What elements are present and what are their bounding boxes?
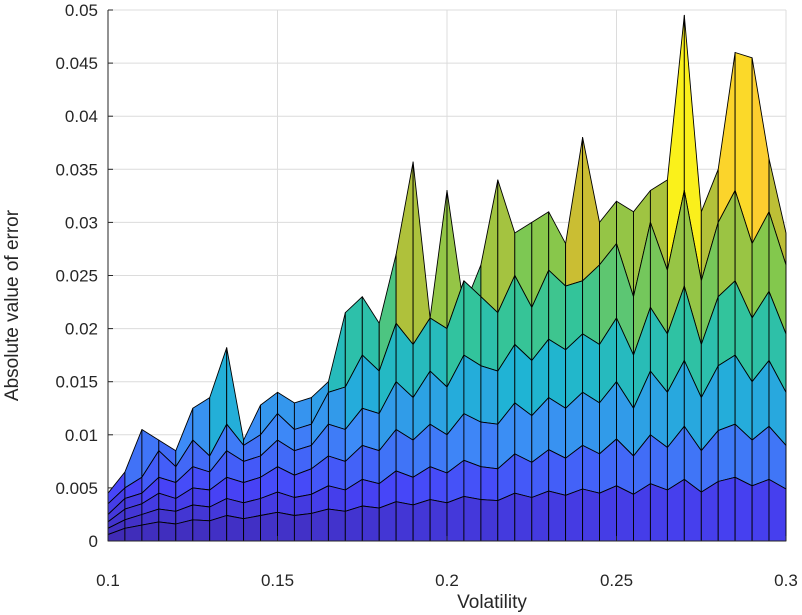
x-axis-title: Volatility (457, 592, 527, 613)
surface-facet (378, 501, 397, 542)
surface-facet (293, 512, 312, 542)
surface-facet (514, 492, 533, 542)
x-tick-label: 0.2 (435, 571, 459, 590)
surface-facet (582, 488, 600, 542)
surface-facet (243, 515, 261, 542)
surface-facet (497, 492, 516, 542)
y-tick-label: 0.04 (65, 107, 98, 126)
surface-facet (192, 519, 211, 542)
surface-facet (616, 485, 634, 542)
y-tick-label: 0 (89, 532, 98, 551)
surface-facet (582, 136, 600, 282)
surface-facet (480, 421, 499, 470)
surface-facet (429, 466, 448, 504)
surface-facet (582, 391, 600, 455)
x-tick-label: 0.15 (261, 571, 294, 590)
surface-facet (327, 423, 346, 462)
surface-facet (175, 519, 194, 542)
surface-facet (480, 499, 499, 542)
surface-facet (548, 449, 567, 496)
y-tick-label: 0.02 (65, 320, 98, 339)
surface-facet (734, 476, 753, 542)
surface-facet (463, 495, 482, 542)
surface-facet (480, 365, 499, 425)
surface-facet (582, 333, 600, 404)
surface-facet (327, 508, 346, 542)
surface-plot (107, 14, 787, 542)
surface-facet (361, 407, 380, 452)
surface-facet (412, 161, 431, 345)
y-tick-label: 0.025 (55, 267, 98, 286)
surface-facet (361, 478, 380, 509)
surface-facet (412, 499, 431, 542)
surface-facet (327, 455, 346, 491)
surface-facet (429, 499, 448, 542)
surface-facet (192, 487, 211, 508)
x-tick-label: 0.3 (774, 571, 798, 590)
y-tick-label: 0.03 (65, 213, 98, 232)
surface-facet (565, 136, 584, 287)
surface-facet (327, 312, 346, 393)
x-tick-label: 0.1 (96, 571, 120, 590)
surface-facet (395, 161, 414, 345)
surface-facet (463, 413, 482, 468)
surface-facet (446, 495, 465, 542)
surface-facet (700, 481, 719, 542)
y-tick-labels: 0 0.005 0.01 0.015 0.02 0.025 0.03 0.035 0.04 0.0… (55, 1, 113, 551)
surface-facet (565, 488, 584, 542)
surface-facet (277, 511, 295, 542)
surface-facet (310, 508, 329, 542)
surface-facet (429, 190, 448, 330)
surface-facet (124, 524, 143, 542)
surface-facet (599, 485, 617, 542)
surface-facet (548, 490, 567, 542)
y-tick-label: 0.05 (65, 1, 98, 20)
y-tick-label: 0.01 (65, 426, 98, 445)
surface-facet (226, 515, 245, 542)
surface-facet (344, 505, 363, 542)
surface-facet (717, 423, 736, 482)
surface-facet (463, 354, 482, 423)
y-tick-label: 0.045 (55, 54, 98, 73)
surface-facet (361, 505, 380, 542)
y-tick-label: 0.035 (55, 160, 98, 179)
surface-facet (327, 386, 346, 430)
surface-facet (192, 504, 211, 522)
y-axis-title: Absolute value of error (2, 209, 23, 401)
surface-facet (548, 338, 567, 409)
surface-facet (666, 478, 685, 542)
surface-facet (480, 179, 499, 314)
y-tick-label: 0.005 (55, 479, 98, 498)
surface-facet (531, 490, 550, 542)
surface-facet (463, 459, 482, 501)
y-tick-label: 0.015 (55, 373, 98, 392)
surface-facet (141, 521, 160, 542)
surface-facet (548, 397, 567, 459)
surface-facet (768, 478, 787, 542)
x-tick-labels: 0.1 0.15 0.2 0.25 0.3 (96, 536, 798, 590)
surface-facet (633, 483, 651, 542)
surface-facet (327, 485, 346, 512)
surface-facet (395, 501, 414, 542)
surface-facet (293, 493, 312, 516)
surface-facet (395, 470, 414, 506)
surface-facet (717, 476, 736, 542)
x-tick-label: 0.25 (600, 571, 633, 590)
surface-facet (158, 521, 177, 542)
surface-facet (649, 483, 668, 542)
surface-facet (361, 444, 380, 485)
surface-facet (751, 478, 770, 542)
surface-facet (480, 466, 499, 502)
surface-facet (582, 444, 600, 494)
surface-facet (717, 354, 736, 432)
surface-facet (260, 511, 278, 542)
